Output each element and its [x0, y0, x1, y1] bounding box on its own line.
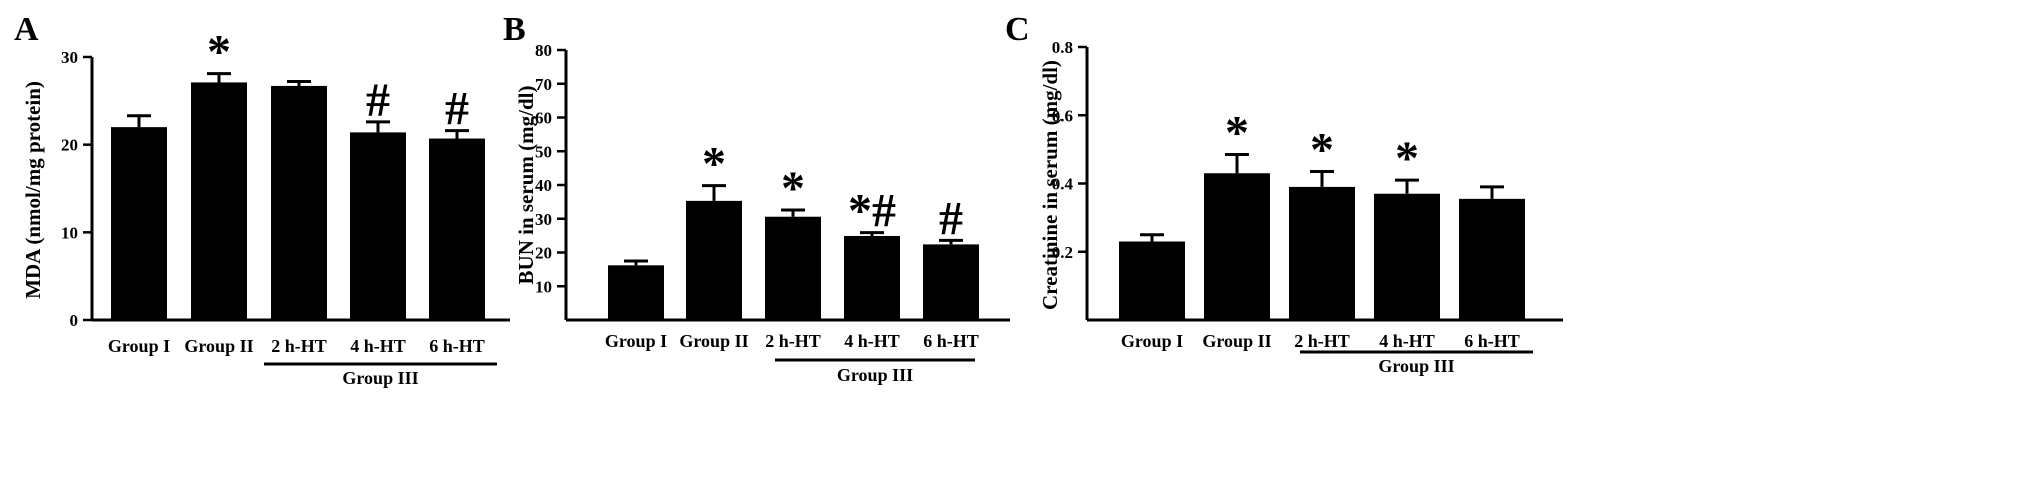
y-tick-label: 0.2: [1052, 243, 1073, 262]
category-label: Group II: [184, 336, 253, 356]
bar: [271, 85, 327, 321]
y-tick-label: 20: [535, 244, 552, 263]
category-label: 6 h-HT: [1464, 331, 1520, 351]
category-label: 4 h-HT: [350, 336, 406, 356]
category-label: 4 h-HT: [1379, 331, 1435, 351]
significance-mark: #: [445, 83, 469, 136]
significance-mark: *: [781, 162, 805, 215]
category-label: 4 h-HT: [844, 331, 900, 351]
significance-mark: #: [939, 192, 963, 245]
y-tick-label: 0.6: [1052, 106, 1073, 125]
category-label: Group I: [108, 336, 170, 356]
y-tick-label: 0: [70, 311, 79, 330]
category-label: 2 h-HT: [765, 331, 821, 351]
category-label: Group I: [1121, 331, 1183, 351]
category-label: Group I: [605, 331, 667, 351]
panel-letter: A: [14, 11, 39, 48]
y-axis-label: Creatinine in serum (mg/dl): [1038, 60, 1062, 310]
significance-mark: *: [702, 138, 726, 191]
bar: [191, 82, 247, 320]
bar: [429, 138, 485, 320]
bar: [1289, 186, 1355, 320]
y-tick-label: 20: [61, 136, 78, 155]
bar: [1459, 198, 1525, 320]
y-axis-label: BUN in serum (mg/dl): [514, 86, 538, 285]
panel-letter: B: [503, 11, 526, 48]
y-tick-label: 10: [61, 223, 78, 242]
y-tick-label: 40: [535, 176, 552, 195]
category-label: Group II: [1202, 331, 1271, 351]
significance-mark: *: [207, 26, 231, 79]
bar: [111, 127, 167, 320]
bar: [1374, 193, 1440, 320]
group-label: Group III: [342, 368, 418, 388]
panel-letter: C: [1005, 11, 1030, 48]
significance-mark: *: [1310, 124, 1334, 177]
y-tick-label: 30: [535, 210, 552, 229]
significance-mark: *: [1395, 132, 1419, 185]
group-label: Group III: [1378, 356, 1454, 376]
category-label: Group II: [679, 331, 748, 351]
category-label: 6 h-HT: [923, 331, 979, 351]
y-tick-label: 10: [535, 277, 552, 296]
y-axis-label: MDA (nmol/mg protein): [21, 81, 45, 299]
significance-mark: *: [1225, 106, 1249, 159]
significance-mark: *#: [848, 185, 896, 238]
y-tick-label: 60: [535, 109, 552, 128]
group-label: Group III: [837, 365, 913, 385]
y-tick-label: 30: [61, 48, 78, 67]
panel-b: B 10 20 30 40 50 60 70 80 BUN in serum (mg/dl) Gro…: [503, 11, 1010, 385]
bar: [1119, 241, 1185, 320]
bar: [923, 244, 979, 320]
panel-a: A 0 10 20 30 MDA (nmol/mg protein) Group I Grou…: [14, 11, 510, 388]
y-tick-label: 0.4: [1052, 175, 1074, 194]
category-label: 2 h-HT: [271, 336, 327, 356]
category-label: 6 h-HT: [429, 336, 485, 356]
bar: [765, 216, 821, 320]
y-tick-label: 80: [535, 41, 552, 60]
panel-c: C 0.2 0.4 0.6 0.8 Creatinine in serum (mg/dl)…: [1005, 11, 1563, 376]
bar: [608, 265, 664, 320]
y-tick-label: 0.8: [1052, 38, 1073, 57]
y-tick-label: 50: [535, 142, 552, 161]
bar: [1204, 173, 1270, 320]
bar: [350, 132, 406, 320]
category-label: 2 h-HT: [1294, 331, 1350, 351]
bar: [686, 200, 742, 320]
y-tick-label: 70: [535, 75, 552, 94]
significance-mark: #: [366, 74, 390, 127]
bar: [844, 235, 900, 320]
